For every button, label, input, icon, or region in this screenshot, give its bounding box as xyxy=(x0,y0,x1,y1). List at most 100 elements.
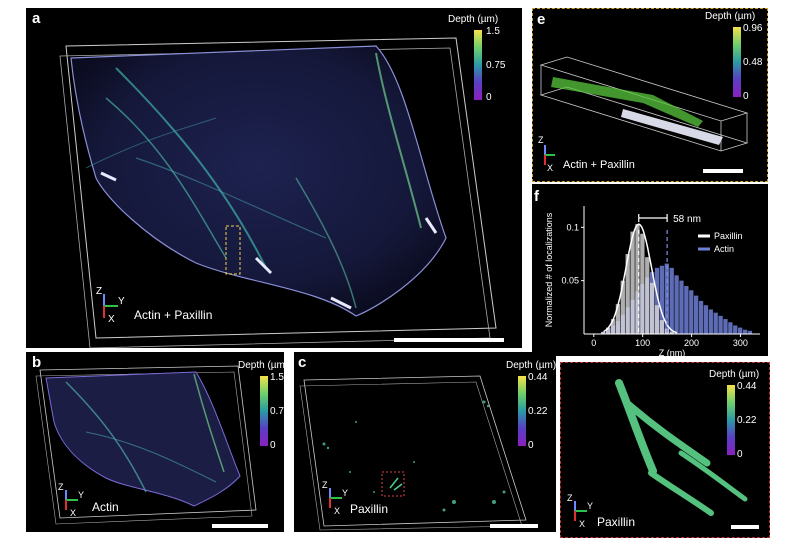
cell-actin-paxillin xyxy=(70,45,447,317)
panel-c-colorbar-mid: 0.22 xyxy=(528,406,548,417)
adhesion-branch-1 xyxy=(615,379,657,475)
panel-e-axes-triad xyxy=(544,145,555,165)
bar-paxillin xyxy=(645,257,650,334)
y-tick-label: 0.05 xyxy=(561,276,579,286)
panel-c-axis-x: X xyxy=(334,506,341,516)
panel-a-colorbar xyxy=(474,30,482,100)
panel-a-volume xyxy=(59,37,497,348)
panel-c-roi xyxy=(381,471,405,497)
panel-e: e Z X Actin + Paxillin Depth (µm) 0.96 0… xyxy=(532,8,768,182)
bar-actin xyxy=(733,325,738,334)
panel-d-colorbar-mid: 0.22 xyxy=(737,415,757,426)
panel-d-colorbar-max: 0.44 xyxy=(737,381,757,392)
bar-actin xyxy=(698,300,704,334)
panel-e-axis-z: Z xyxy=(538,135,544,145)
panel-d-colorbar-min: 0 xyxy=(737,449,743,460)
panel-f-letter: f xyxy=(534,188,539,205)
panel-c-axis-y: Y xyxy=(342,488,349,498)
panel-b-colorbar-mid: 0.75 xyxy=(270,406,284,417)
bar-paxillin xyxy=(630,231,635,334)
panel-e-letter: e xyxy=(537,11,546,28)
panel-a-axis-z: Z xyxy=(96,286,103,297)
x-axis-label: Z (nm) xyxy=(659,348,686,356)
panel-c-colorbar-title: Depth (µm) xyxy=(506,360,556,371)
panel-b-axis-x: X xyxy=(70,508,77,518)
bar-actin xyxy=(728,322,733,334)
panel-e-caption: Actin + Paxillin xyxy=(563,159,635,171)
adhesion-branch-3 xyxy=(648,470,714,516)
bar-actin xyxy=(689,290,694,334)
panel-d-axis-x: X xyxy=(579,519,586,529)
bar-actin xyxy=(684,286,689,334)
bar-actin xyxy=(742,329,748,334)
y-tick-label: 0.1 xyxy=(566,222,579,232)
x-tick-label: 0 xyxy=(591,338,596,348)
annotation-label: 58 nm xyxy=(673,214,701,225)
panel-a-colorbar-mid: 0.75 xyxy=(486,60,506,71)
panel-a-colorbar-max: 1.5 xyxy=(486,26,500,37)
histogram-chart: 58 nm 0 100 200 300 0.05 0.1 Z (nm) Normalized #… xyxy=(544,206,760,356)
bar-paxillin xyxy=(625,254,630,334)
panel-e-colorbar-min: 0 xyxy=(743,91,749,102)
panel-a-bounding-box xyxy=(65,37,497,339)
paxillin-band xyxy=(621,109,723,145)
bar-actin xyxy=(703,305,709,334)
fit-curve-paxillin xyxy=(603,223,678,334)
panel-b-scalebar xyxy=(212,524,268,528)
panel-d-colorbar-title: Depth (µm) xyxy=(709,369,760,380)
panel-a-roi xyxy=(225,225,241,275)
x-tick-label: 200 xyxy=(684,338,699,348)
panel-d-axis-y: Y xyxy=(587,501,594,511)
panel-a-colorbar-min: 0 xyxy=(486,92,492,103)
y-axis-label: Normalized # of localizations xyxy=(544,212,554,327)
bar-actin xyxy=(723,319,728,334)
bar-actin xyxy=(669,267,674,334)
bar-actin xyxy=(718,315,723,334)
panel-a-axis-y: Y xyxy=(118,296,125,307)
adhesion-branch-4 xyxy=(678,450,748,502)
panel-c-axis-z: Z xyxy=(322,480,328,490)
panel-b-letter: b xyxy=(32,354,42,371)
x-tick-label: 100 xyxy=(635,338,650,348)
panel-a-caption: Actin + Paxillin xyxy=(134,308,213,322)
bar-actin xyxy=(659,265,665,334)
panel-b-colorbar xyxy=(260,376,268,446)
panel-e-scalebar xyxy=(703,169,743,173)
panel-f: f 58 nm 0 100 200 300 0.05 0.1 Z (nm) Normalized… xyxy=(532,184,768,356)
panel-c-letter: c xyxy=(298,354,307,371)
cell-actin xyxy=(45,371,241,507)
panel-d-axis-z: Z xyxy=(567,493,573,503)
panel-c-colorbar-min: 0 xyxy=(528,440,534,451)
bar-actin xyxy=(674,275,679,334)
panel-d-volume xyxy=(574,379,748,521)
panel-b-colorbar-max: 1.5 xyxy=(270,372,284,383)
panel-a: a Z Y xyxy=(26,8,522,348)
bar-paxillin xyxy=(615,304,621,334)
panel-a-scalebar xyxy=(394,338,504,342)
bar-paxillin xyxy=(659,320,665,334)
panel-b-volume xyxy=(35,365,257,525)
panel-c-axes-triad xyxy=(329,488,342,508)
legend-label-actin: Actin xyxy=(714,244,734,254)
panel-e-colorbar xyxy=(733,27,741,97)
panel-c-colorbar xyxy=(518,376,526,446)
bar-paxillin xyxy=(610,319,616,334)
panel-b-axis-y: Y xyxy=(78,490,85,500)
panel-b-caption: Actin xyxy=(92,500,119,514)
panel-b: b Z Y X Actin Depth (µm) 1.5 0.75 0 xyxy=(26,352,284,532)
panel-e-colorbar-title: Depth (µm) xyxy=(705,11,756,22)
panel-b-colorbar-title: Depth (µm) xyxy=(238,360,284,371)
panel-a-colorbar-title: Depth (µm) xyxy=(448,14,499,25)
panel-e-volume xyxy=(539,56,749,165)
bar-actin xyxy=(654,267,660,334)
panel-b-colorbar-min: 0 xyxy=(270,440,276,451)
panel-e-axis-x: X xyxy=(547,163,554,173)
bar-actin xyxy=(738,327,743,334)
panel-b-axes-triad xyxy=(65,490,78,510)
panel-d: d Z Y X Paxillin Depth (µm) 0.44 0.22 0 xyxy=(560,362,770,538)
x-tick-label: 300 xyxy=(733,338,748,348)
panel-c-volume xyxy=(299,375,527,531)
bar-paxillin xyxy=(654,305,660,334)
bar-paxillin xyxy=(650,282,655,334)
bar-actin xyxy=(747,330,753,334)
